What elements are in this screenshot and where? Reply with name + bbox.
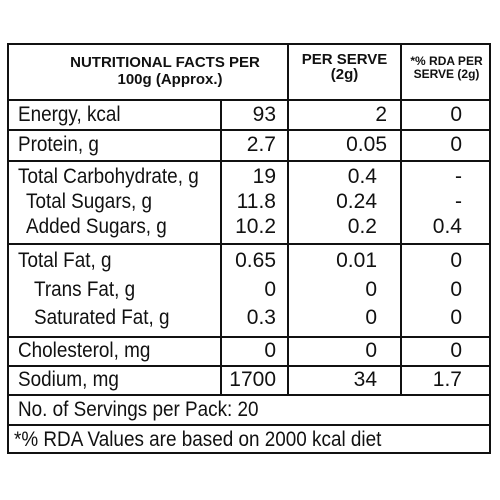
- row-value-energy-rda: 0: [450, 103, 462, 126]
- row-value-trans-fat-100g: 0: [264, 278, 276, 301]
- row-label-added-sugars: Added Sugars, g: [26, 215, 167, 238]
- row-value-energy-serve: 2: [375, 103, 387, 126]
- header-line: *% RDA PER: [410, 54, 483, 68]
- row-value-total-sugars-100g: 11.8: [236, 190, 276, 213]
- row-value-energy-100g: 93: [252, 103, 276, 126]
- row-value-protein-rda: 0: [450, 133, 462, 156]
- row-divider: [7, 424, 491, 426]
- header-line: PER SERVE: [301, 51, 388, 68]
- row-value-trans-fat-rda: 0: [450, 278, 462, 301]
- row-value-trans-fat-serve: 0: [365, 278, 377, 301]
- row-divider: [7, 336, 491, 338]
- servings-per-pack-note: No. of Servings per Pack: 20: [18, 398, 259, 421]
- row-value-cholesterol-serve: 0: [365, 339, 377, 362]
- row-value-carbohydrate-100g: 19: [252, 165, 276, 188]
- rda-footnote: *% RDA Values are based on 2000 kcal die…: [14, 428, 382, 451]
- row-value-protein-100g: 2.7: [246, 133, 276, 156]
- row-value-carbohydrate-rda: -: [455, 165, 462, 188]
- row-value-protein-serve: 0.05: [346, 133, 387, 156]
- row-value-cholesterol-rda: 0: [450, 339, 462, 362]
- row-value-sodium-serve: 34: [353, 368, 377, 391]
- row-value-saturated-fat-rda: 0: [450, 306, 462, 329]
- row-label-protein: Protein, g: [18, 133, 99, 156]
- row-value-carbohydrate-serve: 0.4: [347, 165, 377, 188]
- header-line: (2g): [330, 66, 359, 83]
- column-divider: [400, 43, 402, 394]
- row-label-cholesterol: Cholesterol, mg: [18, 339, 151, 362]
- row-value-total-sugars-rda: -: [455, 190, 462, 213]
- row-label-energy: Energy, kcal: [18, 103, 121, 126]
- header-per-serve: PER SERVE (2g): [289, 52, 400, 82]
- row-divider: [7, 365, 491, 367]
- column-divider: [220, 99, 222, 394]
- header-nutritional-facts-line2: 100g (Approx.): [90, 72, 250, 87]
- header-line: SERVE (2g): [413, 67, 480, 81]
- header-line: 100g (Approx.): [117, 71, 223, 88]
- row-value-total-fat-100g: 0.65: [235, 249, 276, 272]
- row-value-total-sugars-serve: 0.24: [336, 190, 377, 213]
- row-label-saturated-fat: Saturated Fat, g: [34, 306, 170, 329]
- row-value-cholesterol-100g: 0: [264, 339, 276, 362]
- row-value-sodium-100g: 1700: [229, 368, 276, 391]
- row-value-sodium-rda: 1.7: [432, 368, 462, 391]
- row-divider: [7, 394, 491, 396]
- header-divider: [7, 99, 491, 101]
- row-value-total-fat-serve: 0.01: [336, 249, 377, 272]
- row-value-added-sugars-serve: 0.2: [347, 215, 377, 238]
- row-label-total-fat: Total Fat, g: [18, 249, 112, 272]
- row-label-trans-fat: Trans Fat, g: [34, 278, 136, 301]
- row-value-saturated-fat-100g: 0.3: [246, 306, 276, 329]
- row-divider: [7, 160, 491, 162]
- row-divider: [7, 243, 491, 245]
- row-label-total-sugars: Total Sugars, g: [26, 190, 153, 213]
- row-label-sodium: Sodium, mg: [18, 368, 119, 391]
- row-divider: [7, 129, 491, 131]
- row-value-added-sugars-100g: 10.2: [235, 215, 276, 238]
- header-rda: *% RDA PER SERVE (2g): [402, 55, 491, 81]
- header-line: NUTRITIONAL FACTS PER: [70, 54, 260, 71]
- row-value-saturated-fat-serve: 0: [365, 306, 377, 329]
- nutrition-table: [7, 43, 491, 454]
- row-value-added-sugars-rda: 0.4: [432, 215, 462, 238]
- column-divider: [287, 43, 289, 394]
- row-label-carbohydrate: Total Carbohydrate, g: [18, 165, 199, 188]
- row-value-total-fat-rda: 0: [450, 249, 462, 272]
- header-nutritional-facts: NUTRITIONAL FACTS PER: [45, 55, 285, 70]
